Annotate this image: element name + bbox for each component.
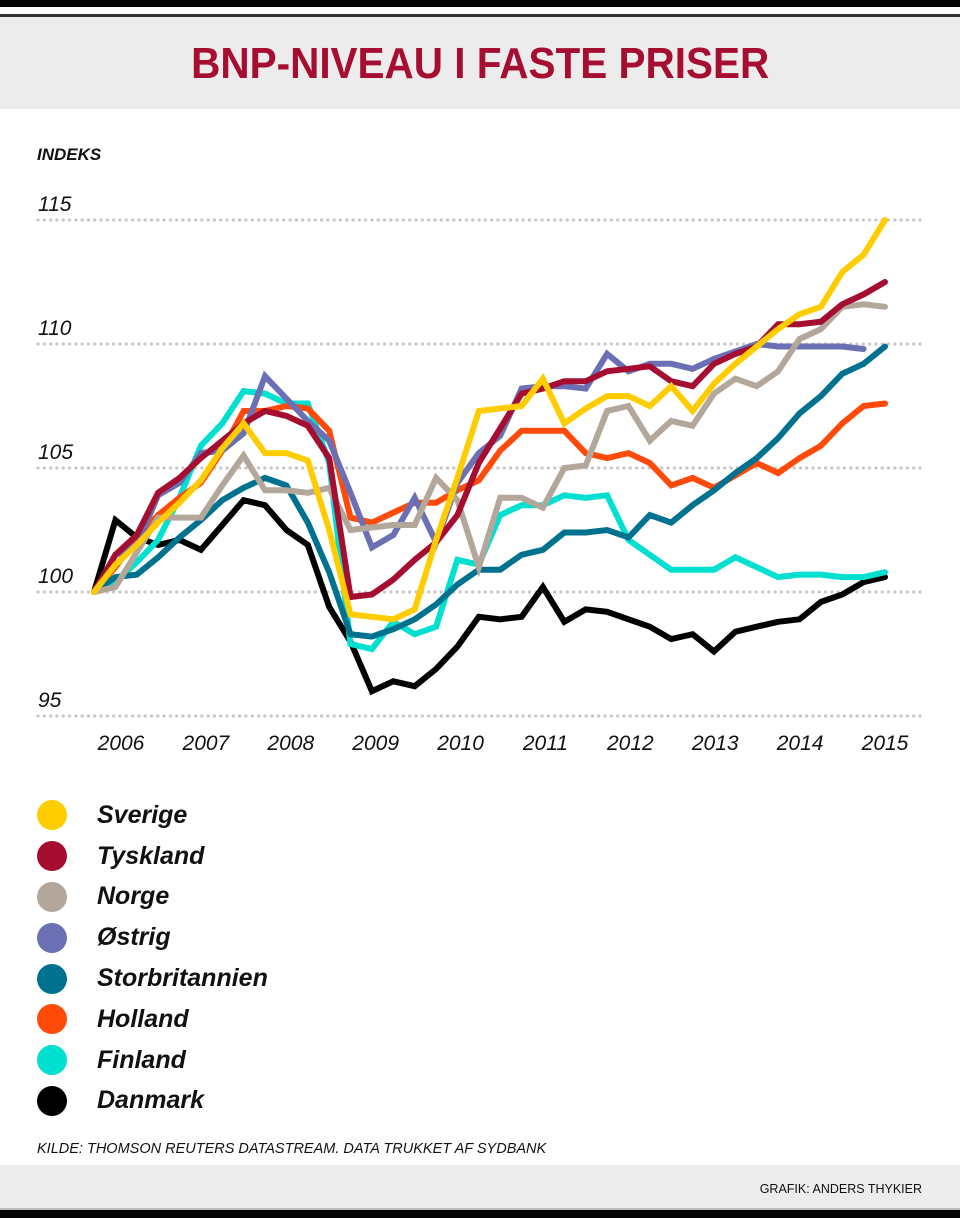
legend-swatch-icon	[37, 800, 67, 831]
series-line-finland	[91, 387, 888, 653]
legend-item: Danmark	[37, 1081, 268, 1122]
legend-label: Sverige	[97, 800, 188, 829]
legend-item: Østrig	[37, 917, 268, 958]
graphics-credit: GRAFIK: ANDERS THYKIER	[759, 1182, 922, 1196]
x-tick-label: 2011	[522, 732, 568, 755]
legend-item: Tyskland	[37, 836, 268, 877]
footer-band: GRAFIK: ANDERS THYKIER	[0, 1165, 960, 1208]
legend: Sverige Tyskland Norge Østrig Storbritannien…	[37, 795, 268, 1121]
legend-item: Finland	[37, 1040, 268, 1081]
top-rule	[0, 14, 960, 17]
legend-swatch-icon	[37, 922, 67, 953]
x-tick-label: 2010	[436, 732, 484, 755]
x-tick-label: 2015	[861, 732, 909, 755]
series-line-tyskland	[91, 279, 888, 601]
legend-item: Sverige	[37, 795, 268, 836]
x-tick-labels: 2006 2007 2008 2009 2010 2011 2012 2013 2014 2015	[97, 732, 909, 755]
legend-label: Storbritannien	[97, 964, 268, 993]
bottom-rule	[0, 1208, 960, 1210]
legend-swatch-icon	[37, 841, 67, 872]
legend-label: Østrig	[97, 923, 171, 952]
y-tick-label: 100	[38, 565, 73, 588]
legend-swatch-icon	[37, 881, 67, 912]
legend-swatch-icon	[37, 1004, 67, 1035]
x-tick-label: 2014	[776, 732, 824, 755]
series-lines	[91, 217, 888, 696]
legend-label: Norge	[97, 882, 170, 911]
chart-title: BNP-NIVEAU I FASTE PRISER	[190, 39, 770, 88]
x-tick-label: 2008	[266, 732, 314, 755]
title-band: BNP-NIVEAU I FASTE PRISER	[0, 17, 960, 109]
legend-item: Holland	[37, 999, 268, 1040]
legend-item: Norge	[37, 877, 268, 918]
y-tick-label: 110	[38, 317, 72, 340]
x-tick-label: 2006	[97, 732, 145, 755]
source-note: KILDE: THOMSON REUTERS DATASTREAM. DATA …	[37, 1141, 547, 1157]
series-line-norge	[91, 301, 888, 595]
series-line-storbritannien	[91, 343, 888, 640]
bottom-border	[0, 1210, 960, 1218]
legend-label: Tyskland	[97, 841, 205, 870]
legend-swatch-icon	[37, 1045, 67, 1076]
x-tick-label: 2009	[351, 732, 399, 755]
y-tick-labels: 95 100 105 110 115	[38, 193, 73, 712]
legend-swatch-icon	[37, 963, 67, 994]
x-tick-label: 2012	[606, 732, 654, 755]
x-tick-label: 2013	[691, 732, 739, 755]
series-line-danmark	[91, 496, 888, 696]
top-border	[0, 0, 960, 7]
series-line-sverige	[91, 217, 888, 623]
x-tick-label: 2007	[182, 732, 231, 755]
legend-label: Holland	[97, 1004, 189, 1033]
y-axis-label: INDEKS	[37, 145, 102, 164]
y-tick-label: 95	[38, 689, 62, 712]
legend-item: Storbritannien	[37, 958, 268, 999]
legend-label: Finland	[97, 1045, 186, 1074]
legend-label: Danmark	[97, 1086, 204, 1115]
legend-swatch-icon	[37, 1085, 67, 1116]
y-tick-label: 115	[38, 193, 72, 216]
y-tick-label: 105	[38, 441, 73, 464]
